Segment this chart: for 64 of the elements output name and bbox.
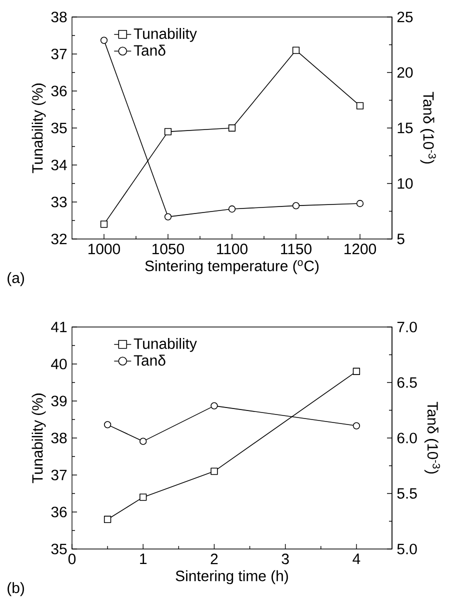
point: [210, 468, 218, 475]
x-tick-label: 1000: [88, 244, 120, 254]
x-tick-label: 1050: [152, 244, 184, 254]
y2-axis-title: Tanδ (10$^{-3}$): [420, 92, 436, 164]
point: [228, 124, 236, 132]
point: [356, 200, 364, 208]
y2-tick-label: 5.5: [397, 488, 417, 499]
y-tick-label: 40: [51, 358, 67, 370]
legend-label: Tunability: [134, 338, 197, 352]
y-tick-label: 32: [51, 234, 67, 244]
point: [164, 128, 172, 136]
y2-tick-label: 6.5: [397, 377, 417, 388]
y2-tick-label: 20: [397, 67, 413, 78]
legend-label: Tanδ: [134, 44, 166, 56]
x-tick-label: 2: [210, 554, 218, 564]
y-axis-title: Tunability (%): [32, 84, 46, 174]
point: [140, 494, 147, 501]
point: [100, 220, 108, 228]
y2-axis-title: Tanδ (10$^{-3}$): [424, 402, 440, 474]
point: [104, 421, 112, 428]
point: [292, 202, 300, 210]
x-axis-title: Sintering time (h): [176, 570, 288, 584]
y2-tick-label: 6.0: [397, 432, 417, 444]
y-tick-label: 37: [51, 470, 67, 480]
x-tick-label: 0: [68, 554, 76, 564]
x-tick-label: 1100: [217, 244, 248, 254]
text: (b): [8, 582, 24, 596]
y-tick-label: 36: [51, 86, 67, 96]
point: [164, 213, 172, 220]
y2-tick-label: 5.0: [397, 544, 417, 554]
point: [292, 46, 300, 54]
point: [356, 102, 364, 110]
x-tick-label: 1200: [344, 244, 376, 254]
legend-label: Tanδ: [134, 354, 166, 366]
y-tick-label: 39: [51, 396, 67, 406]
x-axis-title: Sintering temperature ($^{o}$C): [145, 260, 319, 274]
y-tick-label: 41: [51, 322, 67, 332]
text: (a): [8, 272, 24, 286]
y-tick-label: 38: [51, 12, 67, 22]
x-tick-label: 1150: [281, 244, 312, 254]
y-tick-label: 37: [51, 48, 67, 60]
x-tick-label: 3: [282, 554, 289, 564]
y-tick-label: 35: [51, 544, 67, 554]
legend-label: Tunability: [134, 28, 197, 42]
y2-tick-label: 10: [398, 178, 413, 189]
point: [140, 438, 147, 445]
x-tick-label: 4: [352, 554, 360, 564]
point: [104, 516, 112, 523]
y-tick-label: 35: [51, 122, 67, 134]
point: [228, 205, 236, 213]
point: [352, 368, 360, 375]
y2-tick-label: 15: [398, 122, 413, 134]
point: [100, 36, 108, 44]
y-axis-title: Tunability (%): [32, 394, 46, 484]
point: [210, 402, 218, 410]
y-tick-label: 33: [51, 196, 67, 208]
x-tick-label: 1: [140, 554, 147, 564]
y2-tick-label: 25: [397, 12, 413, 22]
y2-tick-label: 7.0: [397, 322, 417, 332]
y-tick-label: 36: [51, 506, 67, 518]
point: [352, 422, 360, 430]
y-tick-label: 38: [51, 432, 67, 444]
y-tick-label: 34: [51, 160, 67, 170]
y2-tick-label: 5: [397, 234, 404, 244]
